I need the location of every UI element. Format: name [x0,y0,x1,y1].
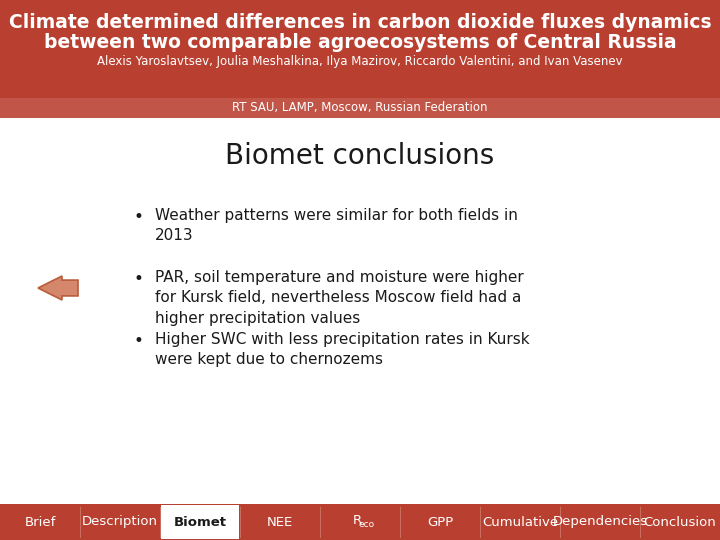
Text: Description: Description [82,516,158,529]
Bar [161,505,239,539]
Text: RT SAU, LAMP, Moscow, Russian Federation: RT SAU, LAMP, Moscow, Russian Federation [233,102,487,114]
Text: Weather patterns were similar for both fields in
2013: Weather patterns were similar for both f… [155,208,518,244]
Text: Biomet: Biomet [174,516,227,529]
Text: Cumulative: Cumulative [482,516,558,529]
Text: between two comparable agroecosystems of Central Russia: between two comparable agroecosystems of… [44,32,676,51]
Text: PAR, soil temperature and moisture were higher
for Kursk field, nevertheless Mos: PAR, soil temperature and moisture were … [155,270,523,326]
Text: R: R [352,515,361,528]
Text: Dependencies: Dependencies [552,516,647,529]
Text: GPP: GPP [427,516,453,529]
Text: Climate determined differences in carbon dioxide fluxes dynamics: Climate determined differences in carbon… [9,12,711,31]
Bar [0,98,720,118]
Text: •: • [133,208,143,226]
Text: •: • [133,270,143,288]
Text: Alexis Yaroslavtsev, Joulia Meshalkina, Ilya Mazirov, Riccardo Valentini, and Iv: Alexis Yaroslavtsev, Joulia Meshalkina, … [97,56,623,69]
Text: Conclusion: Conclusion [644,516,716,529]
Text: NEE: NEE [267,516,293,529]
Text: Higher SWC with less precipitation rates in Kursk
were kept due to chernozems: Higher SWC with less precipitation rates… [155,332,530,367]
Text: Brief: Brief [24,516,55,529]
Text: •: • [133,332,143,350]
Polygon shape [38,276,78,300]
Text: Biomet conclusions: Biomet conclusions [225,142,495,170]
Bar [0,504,720,540]
Text: eco: eco [359,520,375,529]
Bar [0,0,720,98]
